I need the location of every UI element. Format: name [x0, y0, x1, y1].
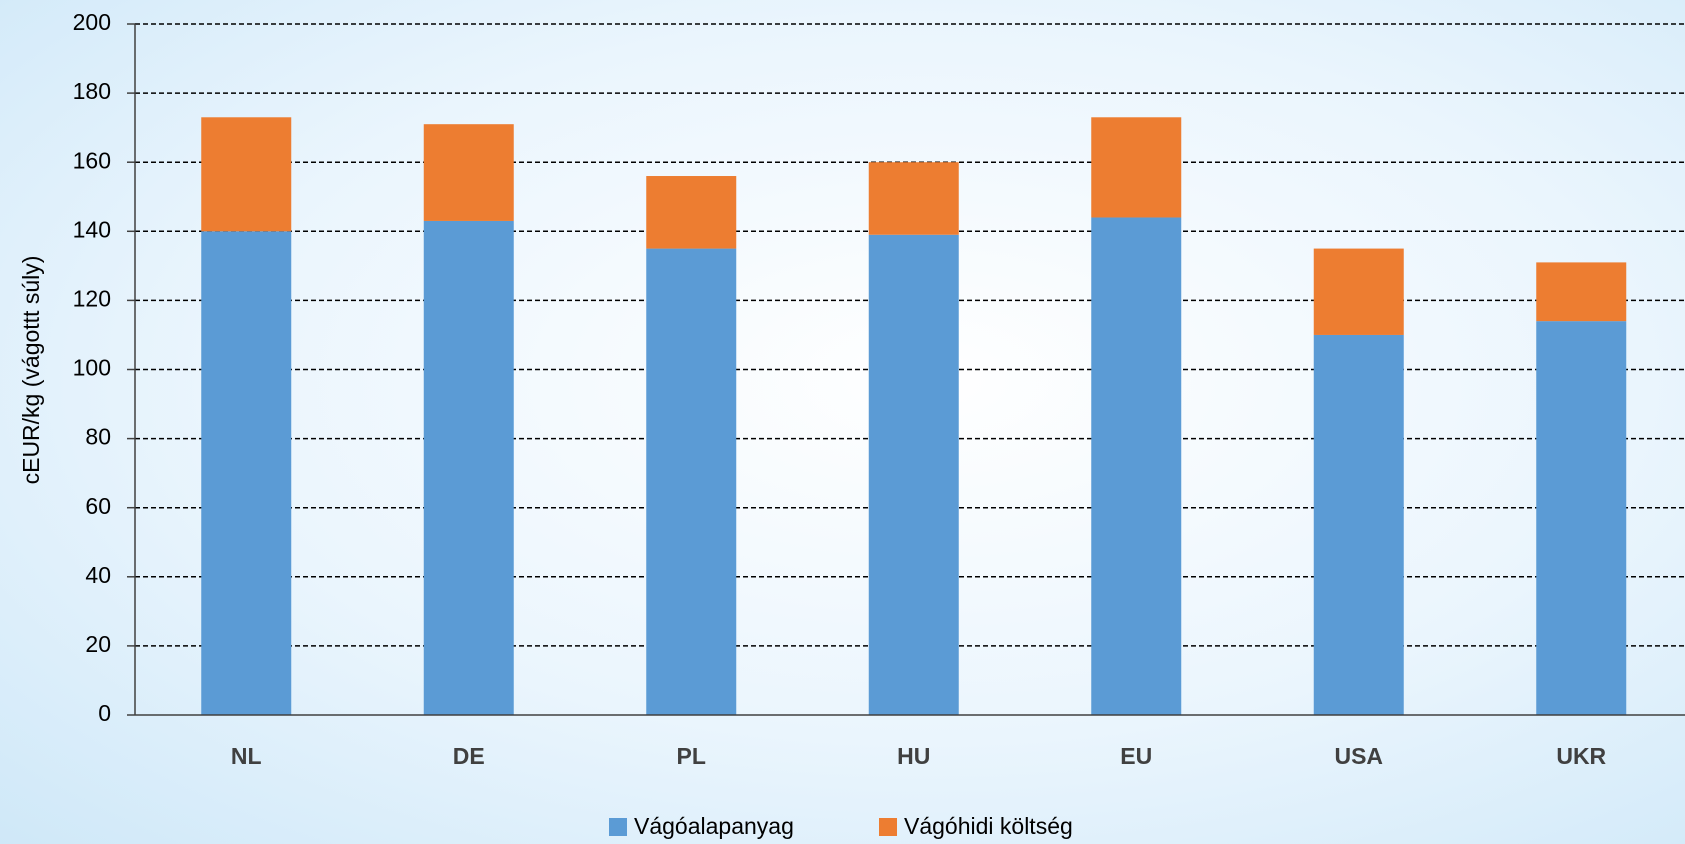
- bar-segment: [423, 124, 514, 221]
- bar-segment: [1536, 321, 1627, 715]
- y-tick-label: 80: [85, 424, 111, 450]
- x-tick-label: PL: [677, 743, 706, 769]
- y-tick-label: 60: [85, 493, 111, 519]
- x-tick-label: EU: [1120, 743, 1152, 769]
- bar-segment: [646, 248, 737, 715]
- legend-swatch: [609, 818, 627, 836]
- y-tick-label: 20: [85, 631, 111, 657]
- x-tick-label: HU: [897, 743, 930, 769]
- bar-segment: [201, 117, 292, 232]
- bar-segment: [868, 234, 959, 715]
- legend-label: Vágóhidi költség: [904, 813, 1073, 839]
- bar-segment: [646, 176, 737, 249]
- x-tick-label: DE: [453, 743, 485, 769]
- x-tick-label: USA: [1334, 743, 1383, 769]
- y-tick-label: 120: [73, 285, 111, 311]
- bar-segment: [201, 231, 292, 716]
- y-tick-label: 40: [85, 562, 111, 588]
- x-tick-label: UKR: [1556, 743, 1606, 769]
- y-tick-label: 180: [73, 78, 111, 104]
- y-axis-title: cEUR/kg (vágottt súly): [18, 256, 44, 485]
- bar-segment: [1536, 262, 1627, 322]
- x-tick-label: NL: [231, 743, 262, 769]
- y-tick-label: 0: [98, 700, 111, 726]
- legend-swatch: [879, 818, 897, 836]
- bar-segment: [1313, 248, 1404, 335]
- bar-segment: [868, 162, 959, 235]
- bar-segment: [1091, 117, 1182, 218]
- bar-segment: [1091, 217, 1182, 716]
- y-tick-label: 160: [73, 147, 111, 173]
- bar-segment: [1313, 334, 1404, 715]
- y-tick-label: 200: [73, 9, 111, 35]
- legend-label: Vágóalapanyag: [634, 813, 794, 839]
- y-tick-label: 140: [73, 216, 111, 242]
- y-tick-label: 100: [73, 355, 111, 381]
- bar-segment: [423, 220, 514, 715]
